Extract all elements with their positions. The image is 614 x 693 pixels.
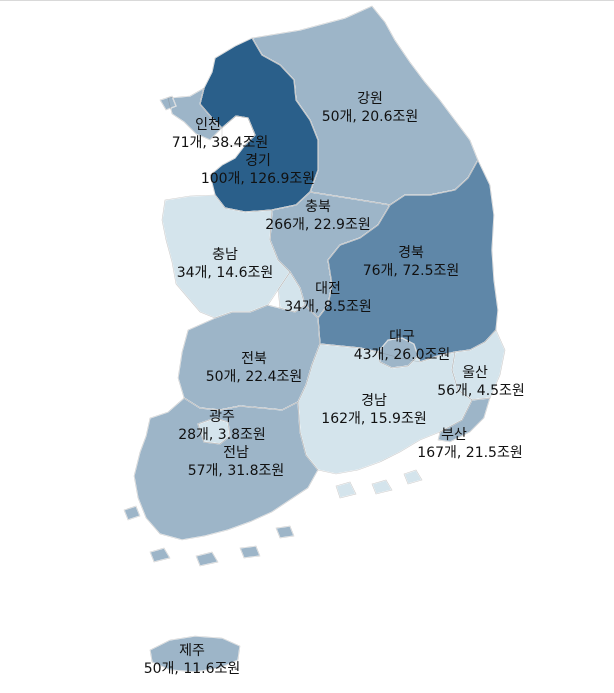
coastline-outline — [377, 337, 419, 369]
label-gyeongnam: 경남 162개, 15.9조원 — [321, 392, 426, 428]
label-gwangju-value: 28개, 3.8조원 — [178, 427, 266, 443]
label-jeonbuk: 전북 50개, 22.4조원 — [206, 350, 303, 386]
label-jeju: 제주 50개, 11.6조원 — [144, 642, 241, 678]
label-ulsan: 울산 56개, 4.5조원 — [437, 364, 525, 400]
coastline-outline — [167, 87, 223, 141]
label-incheon-value: 71개, 38.4조원 — [171, 135, 269, 151]
label-gwangju: 광주 28개, 3.8조원 — [178, 408, 266, 444]
label-ulsan-name: 울산 — [462, 365, 488, 381]
label-busan-value: 167개, 21.5조원 — [417, 445, 523, 461]
label-gyeongbuk-value: 76개, 72.5조원 — [362, 263, 460, 279]
label-jeonnam: 전남 57개, 31.8조원 — [188, 444, 285, 480]
label-daejeon-name: 대전 — [315, 281, 341, 297]
label-jeonbuk-name: 전북 — [241, 351, 267, 367]
region-busan[interactable] — [437, 397, 491, 443]
label-ulsan-value: 56개, 4.5조원 — [437, 383, 525, 399]
coastline-outline — [149, 635, 241, 673]
region-jeonnam[interactable] — [133, 397, 319, 541]
coastline-outline — [197, 417, 231, 445]
label-gyeongbuk: 경북 76개, 72.5조원 — [363, 244, 460, 280]
label-jeonnam-value: 57개, 31.8조원 — [187, 463, 285, 479]
region-incheon-islands — [159, 95, 177, 111]
label-gangwon-value: 50개, 20.6조원 — [321, 109, 419, 125]
label-chungnam-value: 34개, 14.6조원 — [176, 265, 274, 281]
coastline-outline — [437, 397, 491, 443]
label-gangwon: 강원 50개, 20.6조원 — [322, 90, 419, 126]
label-gyeonggi-name: 경기 — [245, 153, 271, 169]
label-daejeon: 대전 34개, 8.5조원 — [284, 280, 372, 316]
label-daegu-name: 대구 — [389, 329, 415, 345]
coastline-outline — [317, 159, 499, 363]
label-gyeongnam-value: 162개, 15.9조원 — [321, 411, 427, 427]
label-busan-name: 부산 — [441, 427, 467, 443]
label-jeonbuk-value: 50개, 22.4조원 — [205, 369, 303, 385]
region-jeonnam-islands — [123, 505, 295, 567]
coastline-outline — [269, 191, 391, 319]
coastline-outline — [159, 95, 177, 111]
region-jeju[interactable] — [149, 635, 241, 673]
label-gwangju-name: 광주 — [209, 409, 235, 425]
label-gyeongnam-name: 경남 — [361, 393, 387, 409]
coastline-outline — [177, 304, 321, 411]
label-gyeongbuk-name: 경북 — [398, 245, 424, 261]
coastline-outline — [161, 194, 291, 319]
label-daejeon-value: 34개, 8.5조원 — [284, 299, 372, 315]
label-gyeonggi: 경기 100개, 126.9조원 — [201, 152, 315, 188]
region-seoul[interactable] — [221, 115, 256, 147]
coastline-outline — [251, 5, 479, 206]
label-incheon: 인천 71개, 38.4조원 — [160, 116, 269, 152]
coastline-outline — [451, 329, 506, 401]
label-jeju-value: 50개, 11.6조원 — [143, 661, 241, 677]
coastline-outline — [297, 343, 473, 475]
coastline-outline — [133, 397, 319, 541]
label-chungbuk-value: 266개, 22.9조원 — [265, 217, 371, 233]
label-chungbuk: 충북 266개, 22.9조원 — [265, 198, 370, 234]
label-daegu: 대구 43개, 26.0조원 — [354, 328, 451, 364]
label-jeju-name: 제주 — [179, 643, 205, 659]
label-daegu-value: 43개, 26.0조원 — [353, 347, 451, 363]
coastline-outline — [277, 271, 306, 313]
coastline-outline — [335, 469, 423, 499]
top-divider — [0, 0, 614, 1]
label-jeonnam-name: 전남 — [223, 445, 249, 461]
label-incheon-name: 인천 — [195, 117, 221, 133]
region-gyeongnam-islands — [335, 469, 423, 499]
label-gangwon-name: 강원 — [357, 91, 383, 107]
coastline-outline — [221, 115, 256, 147]
label-busan: 부산 167개, 21.5조원 — [417, 426, 522, 462]
label-gyeonggi-value: 100개, 126.9조원 — [200, 171, 316, 187]
label-chungbuk-name: 충북 — [305, 199, 331, 215]
coastline-outline — [123, 505, 295, 567]
label-chungnam: 충남 34개, 14.6조원 — [177, 246, 274, 282]
label-chungnam-name: 충남 — [212, 247, 238, 263]
coastline-outline — [199, 37, 319, 213]
